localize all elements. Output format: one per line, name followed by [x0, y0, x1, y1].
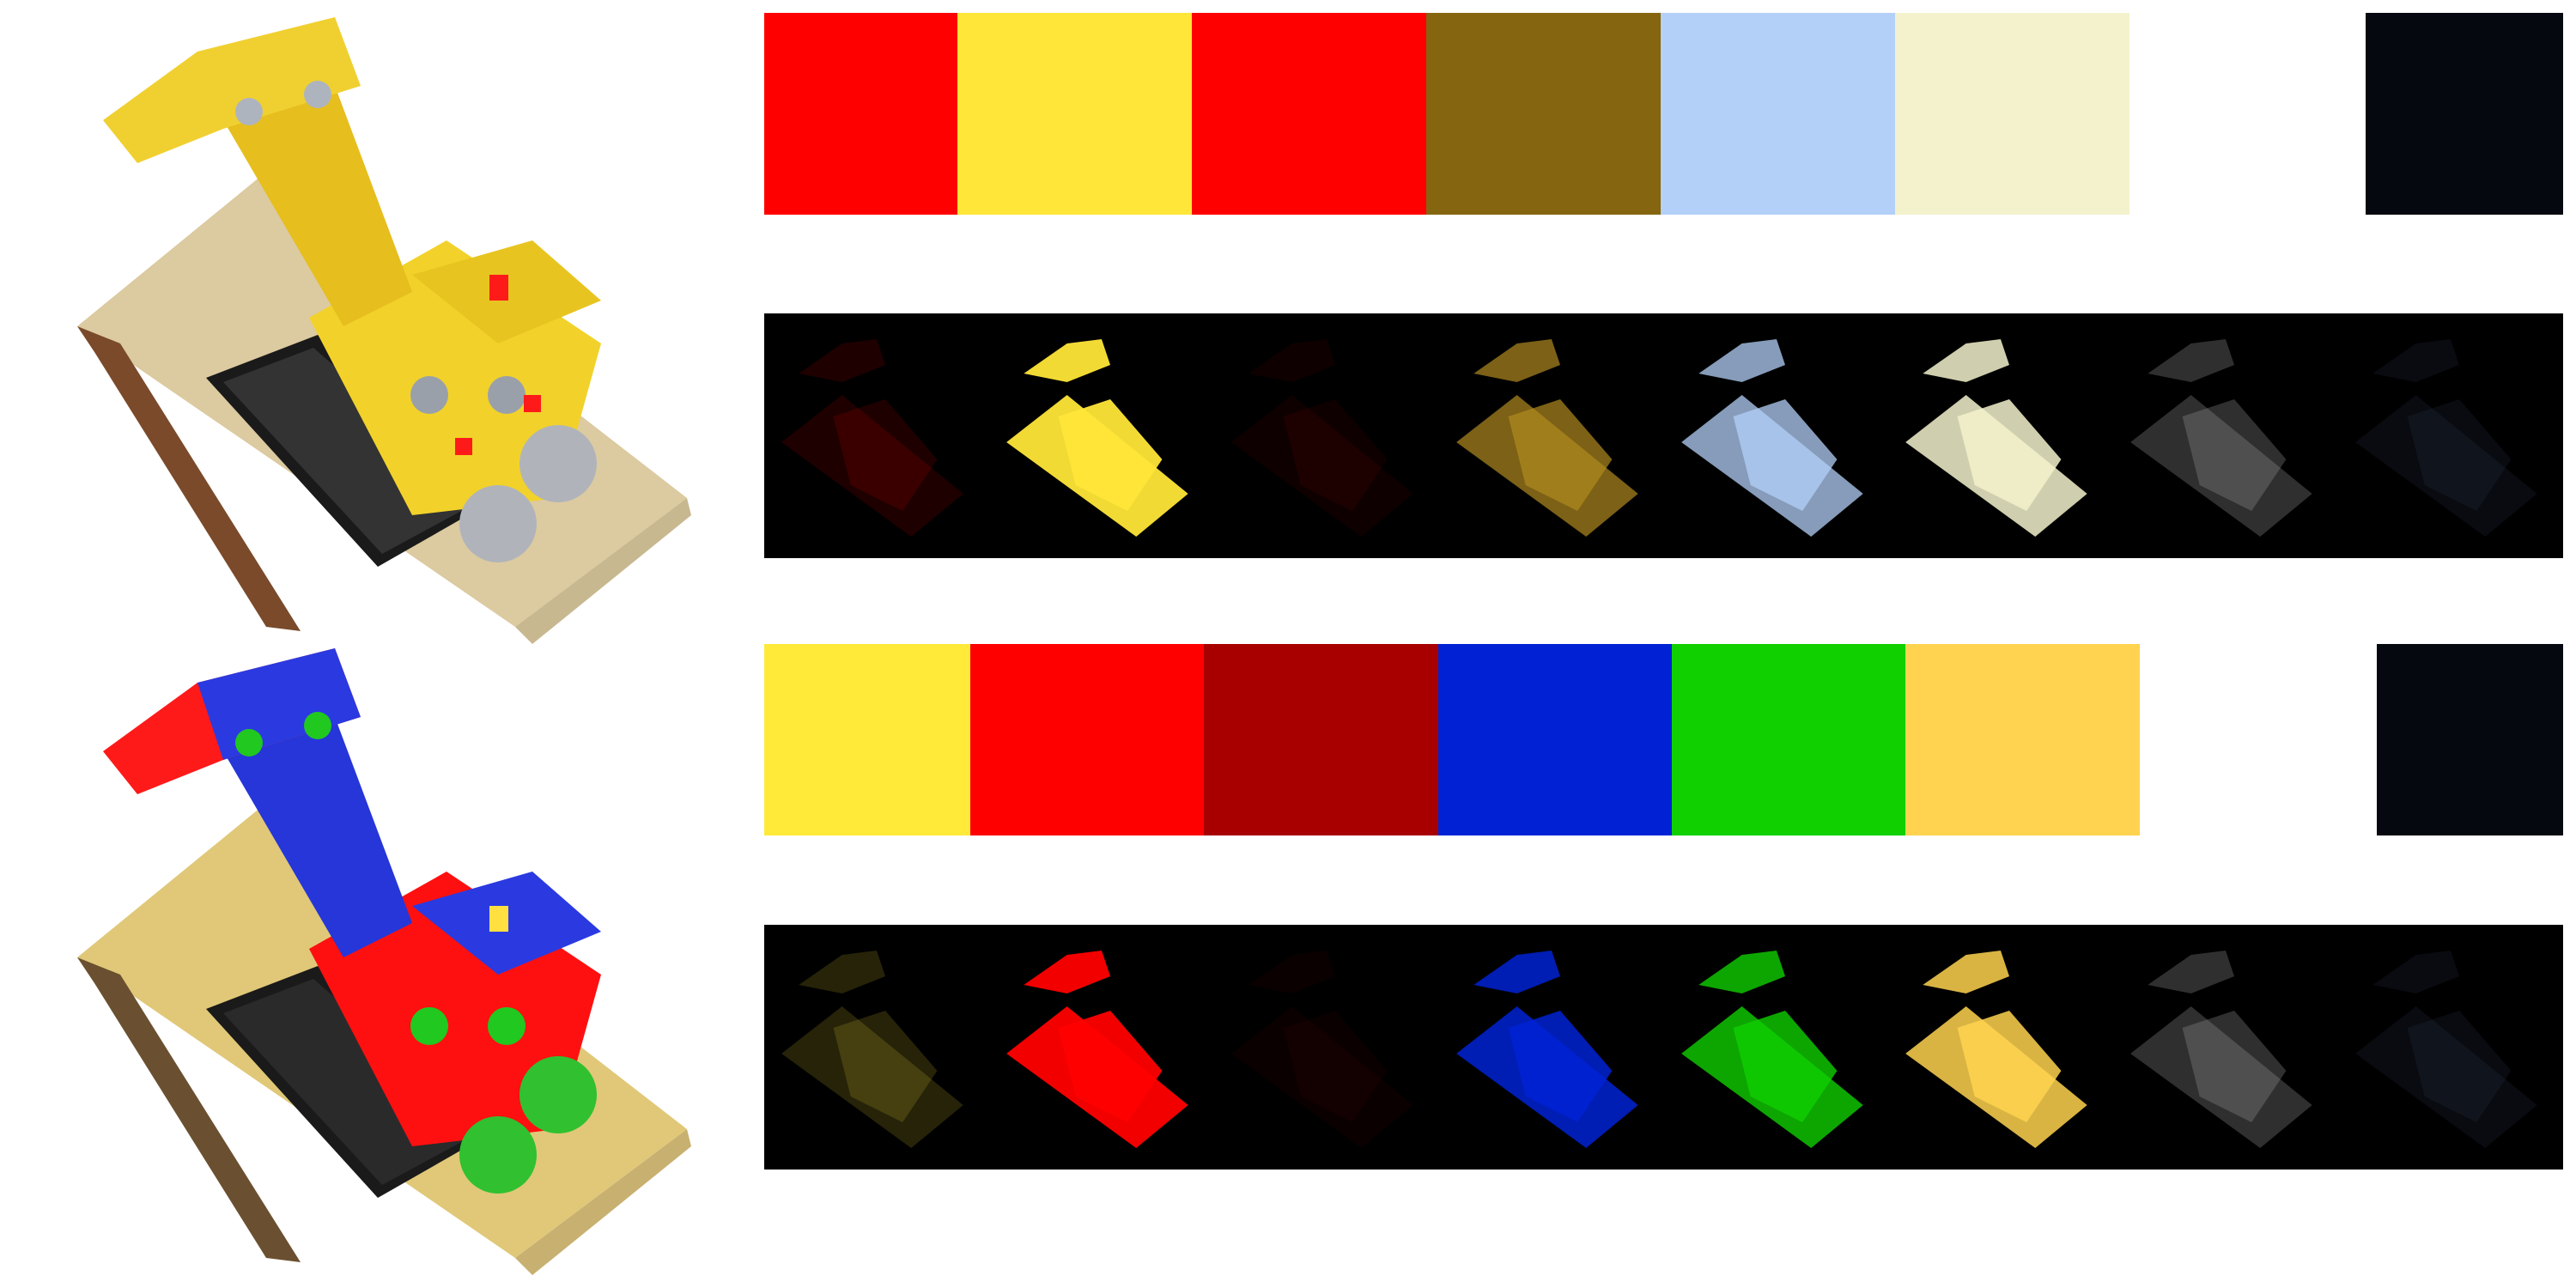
layer-image-6 [1888, 313, 2113, 558]
layer-image-7 [2113, 313, 2338, 558]
layer-silhouette [1905, 951, 2088, 1148]
layer-image-4 [1439, 925, 1664, 1170]
palette-swatch-6 [1895, 13, 2129, 215]
layer-image-8 [2338, 925, 2563, 1170]
recolored-render-image [52, 648, 738, 1275]
layer-image-2 [989, 925, 1214, 1170]
layer-silhouette [781, 951, 963, 1148]
palette-swatch-3 [1204, 644, 1438, 835]
original-layer-strip [764, 313, 2563, 558]
layer-silhouette [2355, 951, 2537, 1148]
layer-image-7 [2113, 925, 2338, 1170]
palette-swatch-5 [1672, 644, 1906, 835]
layer-silhouette [1006, 951, 1188, 1148]
layer-image-8 [2338, 313, 2563, 558]
layer-image-4 [1439, 313, 1664, 558]
recolored-background-swatch [2377, 644, 2563, 835]
bulldozer-recolored-illustration [77, 648, 691, 1275]
palette-swatch-3 [1192, 13, 1426, 215]
palette-swatch-4 [1426, 13, 1661, 215]
layer-silhouette [2130, 339, 2312, 537]
layer-image-5 [1664, 313, 1889, 558]
layer-image-3 [1214, 313, 1439, 558]
layer-image-6 [1888, 925, 2113, 1170]
layer-silhouette [1455, 339, 1638, 537]
original-palette [764, 13, 2129, 215]
layer-silhouette [1455, 951, 1638, 1148]
layer-silhouette [2355, 339, 2537, 537]
palette-swatch-1 [764, 644, 970, 835]
palette-swatch-1 [764, 13, 957, 215]
layer-silhouette [2130, 951, 2312, 1148]
layer-silhouette [1230, 339, 1413, 537]
palette-swatch-2 [969, 644, 1205, 835]
layer-image-2 [989, 313, 1214, 558]
layer-silhouette [1680, 951, 1863, 1148]
layer-silhouette [781, 339, 963, 537]
original-render-image [52, 17, 738, 644]
recolored-palette [764, 644, 2140, 835]
layer-silhouette [1230, 951, 1413, 1148]
original-background-swatch [2366, 13, 2563, 215]
layer-silhouette [1006, 339, 1188, 537]
palette-swatch-4 [1437, 644, 1672, 835]
layer-silhouette [1905, 339, 2088, 537]
palette-swatch-2 [957, 13, 1192, 215]
recolored-layer-strip [764, 925, 2563, 1170]
palette-swatch-6 [1905, 644, 2140, 835]
palette-swatch-5 [1661, 13, 1895, 215]
layer-silhouette [1680, 339, 1863, 537]
layer-image-1 [764, 925, 989, 1170]
layer-image-3 [1214, 925, 1439, 1170]
layer-image-1 [764, 313, 989, 558]
layer-image-5 [1664, 925, 1889, 1170]
bulldozer-original-illustration [77, 17, 691, 644]
